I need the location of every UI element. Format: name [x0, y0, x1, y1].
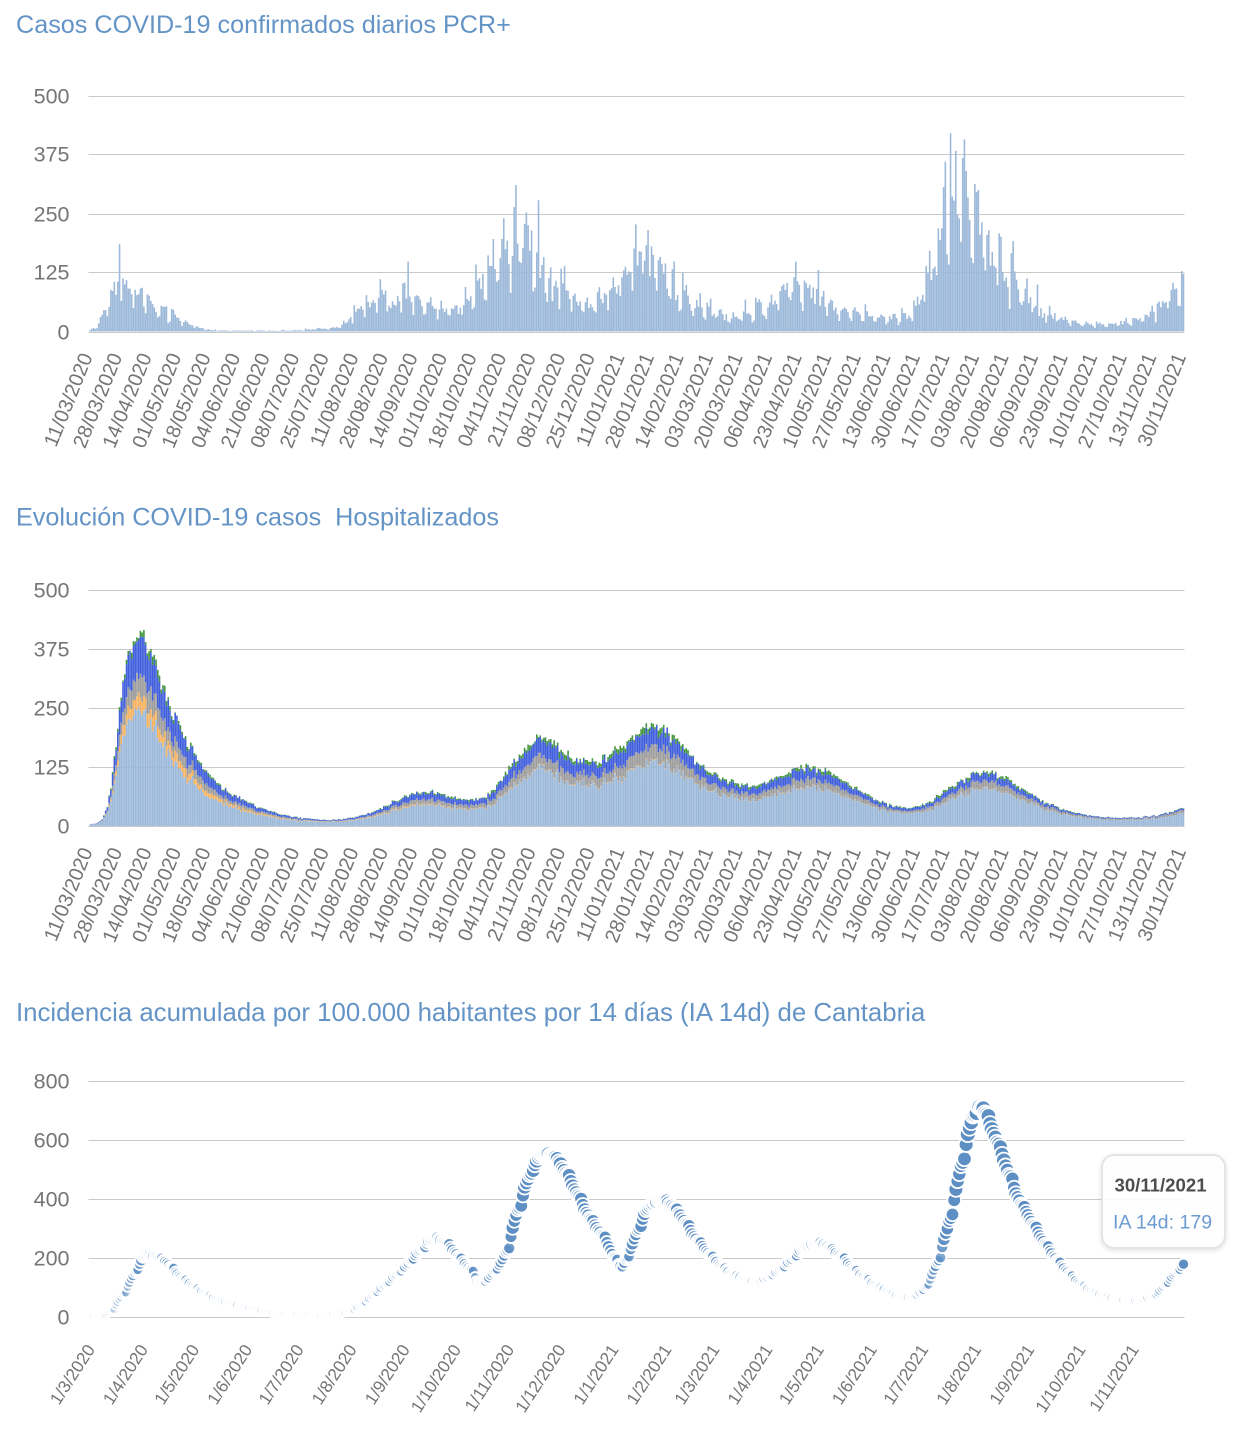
svg-text:125: 125 [34, 261, 70, 285]
svg-text:200: 200 [34, 1247, 70, 1271]
svg-text:IA 14d: 179: IA 14d: 179 [1113, 1212, 1212, 1234]
svg-text:600: 600 [34, 1129, 70, 1153]
svg-text:125: 125 [34, 756, 70, 780]
svg-text:250: 250 [34, 203, 70, 227]
svg-text:500: 500 [34, 579, 70, 603]
svg-text:375: 375 [34, 143, 70, 167]
svg-text:800: 800 [34, 1070, 70, 1094]
svg-text:Casos COVID-19 confirmados dia: Casos COVID-19 confirmados diarios PCR+ [16, 11, 511, 39]
svg-text:375: 375 [34, 638, 70, 662]
svg-text:Incidencia acumulada por 100.0: Incidencia acumulada por 100.000 habitan… [16, 999, 926, 1027]
svg-text:250: 250 [34, 697, 70, 721]
svg-text:Evolución COVID-19 casos Hosp: Evolución COVID-19 casos Hospitalizados [16, 504, 499, 532]
svg-text:0: 0 [58, 815, 70, 839]
svg-text:400: 400 [34, 1188, 70, 1212]
svg-text:500: 500 [34, 85, 70, 109]
svg-text:0: 0 [58, 1306, 70, 1330]
svg-text:30/11/2021: 30/11/2021 [1115, 1175, 1207, 1196]
svg-text:0: 0 [58, 321, 70, 345]
